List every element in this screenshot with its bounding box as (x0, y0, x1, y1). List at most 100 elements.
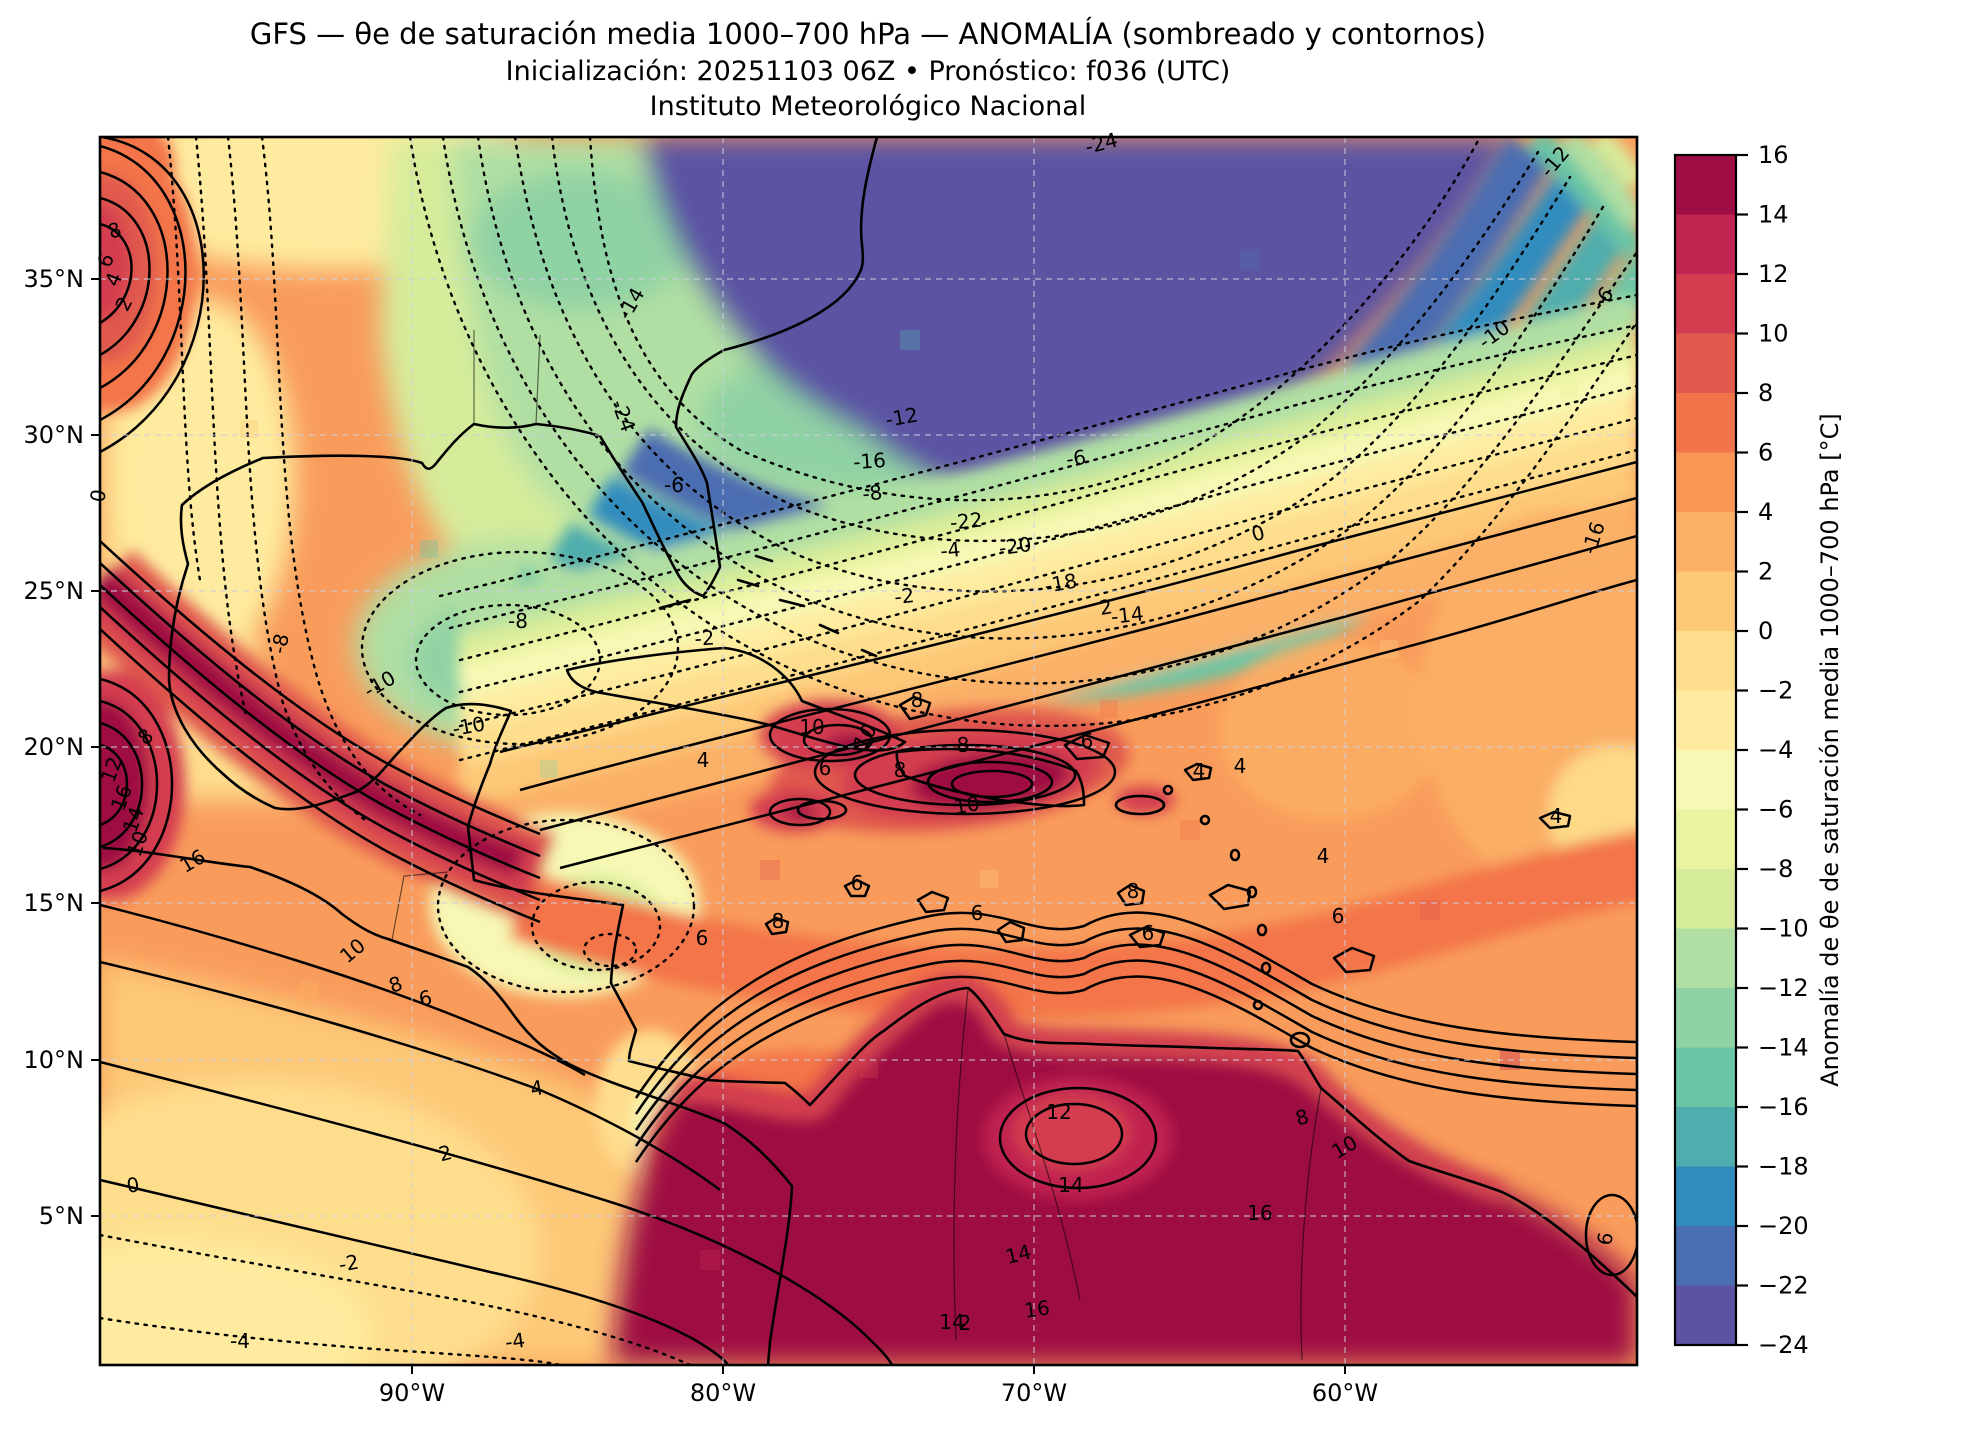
colorbar-tick-label: −4 (1758, 736, 1793, 764)
colorbar-tick-label: −20 (1758, 1212, 1809, 1240)
colorbar-segment (1675, 1166, 1736, 1226)
colorbar-segment (1675, 1107, 1736, 1167)
contour-label: -8 (861, 480, 883, 506)
colorbar-segment (1675, 1226, 1736, 1286)
contour-label: 8 (772, 909, 785, 933)
colorbar-segment (1675, 452, 1736, 512)
x-tick-label: 70°W (1001, 1379, 1067, 1407)
contour-label: 0 (85, 487, 111, 504)
coastlines (102, 137, 1637, 1365)
x-tick-label: 60°W (1312, 1379, 1378, 1407)
colorbar-segment (1675, 809, 1736, 869)
contour-label: -16 (852, 448, 886, 474)
y-tick-label: 20°N (24, 733, 85, 761)
colorbar-tick-label: 10 (1758, 320, 1789, 348)
colorbar-segment (1675, 333, 1736, 393)
colorbar-tick-label: −16 (1758, 1093, 1809, 1121)
colorbar-segment (1675, 1285, 1736, 1345)
colorbar-segment (1675, 690, 1736, 750)
colorbar-segment (1675, 512, 1736, 572)
contour-label: 6 (1332, 904, 1345, 928)
contour-label: 8 (957, 733, 970, 757)
y-tick-label: 5°N (39, 1202, 84, 1230)
colorbar-segment (1675, 869, 1736, 929)
pixel-noise (240, 250, 1578, 1270)
colorbar-segment (1675, 274, 1736, 334)
contour-label: 4 (1317, 844, 1330, 868)
contour-label: 4 (697, 748, 710, 772)
colorbar-tick-label: −10 (1758, 915, 1809, 943)
contour-label: -6 (1064, 445, 1087, 472)
contour-label: 6 (416, 985, 434, 1011)
contour-label: -8 (266, 631, 294, 656)
contour-label: 0 (1249, 520, 1268, 547)
x-tick-label: 90°W (379, 1379, 445, 1407)
title-institution: Instituto Meteorológico Nacional (650, 91, 1087, 122)
contour-label: 6 (1592, 1230, 1618, 1247)
colorbar-tick-label: 12 (1758, 260, 1789, 288)
graticule (100, 137, 1637, 1365)
contour-label: 4 (528, 1075, 545, 1101)
contour-label: -6 (664, 473, 684, 497)
contour-label: 16 (1247, 1201, 1272, 1225)
y-tick-label: 35°N (24, 265, 85, 293)
colorbar-segment (1675, 571, 1736, 631)
contour-label: 14 (1003, 1239, 1034, 1268)
colorbar-segment (1675, 750, 1736, 810)
y-axis: 35°N 30°N 25°N 20°N 15°N 10°N 5°N (24, 265, 100, 1230)
contour-label: 14 (939, 1310, 964, 1334)
contour-label: 4 (1234, 754, 1247, 778)
contour-label: -12 (884, 402, 920, 431)
contour-lines (100, 137, 1637, 1365)
colorbar-tick-label: 6 (1758, 439, 1773, 467)
contour-label: 8 (1293, 1104, 1312, 1131)
contour-label: -18 (1043, 568, 1079, 597)
contour-label: 6 (819, 756, 832, 780)
colorbar-tick-label: −8 (1758, 855, 1793, 883)
contour-label: 2 (959, 1311, 972, 1335)
colorbar-segment (1675, 988, 1736, 1048)
colorbar-tick-label: −12 (1758, 974, 1809, 1002)
y-tick-label: 10°N (24, 1046, 85, 1074)
colorbar-segment (1675, 631, 1736, 691)
colorbar-tick-label: −18 (1758, 1153, 1809, 1181)
contour-label: -4 (503, 1328, 526, 1355)
contour-label: 6 (851, 871, 864, 895)
contour-label: 16 (1023, 1295, 1052, 1322)
colorbar-tick-label: 0 (1758, 617, 1773, 645)
contour-label: -4 (230, 1329, 250, 1353)
contour-label: 0 (125, 1172, 141, 1198)
contour-label: 8 (911, 688, 924, 712)
contour-label: 6 (1142, 921, 1155, 945)
y-tick-label: 30°N (24, 421, 85, 449)
contour-label: 10 (952, 791, 981, 819)
colorbar-label: Anomalía de θe de saturación media 1000–… (1816, 413, 1844, 1087)
colorbar-segment (1675, 214, 1736, 274)
colorbar-tick-label: 2 (1758, 558, 1773, 586)
colorbar-tick-label: 16 (1758, 141, 1789, 169)
colorbar-segment (1675, 155, 1736, 215)
contour-label: -2 (694, 625, 716, 650)
plot-frame (98, 135, 1639, 1367)
contour-label: 6 (696, 926, 709, 950)
colorbar-tick-label: −6 (1758, 796, 1793, 824)
title-init: Inicialización: 20251103 06Z • Pronóstic… (506, 56, 1231, 87)
colorbar-tick-label: −22 (1758, 1272, 1809, 1300)
colorbar-tick-label: −14 (1758, 1034, 1809, 1062)
contour-label: 2 (436, 1140, 454, 1166)
colorbar-segment (1675, 928, 1736, 988)
contour-label: -20 (997, 532, 1033, 560)
colorbar-tick-label: 14 (1758, 201, 1789, 229)
colorbar-tick-label: −2 (1758, 677, 1793, 705)
contour-label: -10 (451, 711, 487, 740)
contour-label: 4 (1193, 759, 1206, 783)
colorbar-tick-label: 4 (1758, 498, 1773, 526)
colorbar: 16 14 12 10 8 6 4 2 0 −2 −4 −6 −8 −10 −12 −14 −16 −18 −20 −… (1673, 141, 1809, 1359)
contour-label: -8 (508, 609, 528, 633)
contour-label: -2 (893, 583, 915, 609)
colorbar-tick-label: −24 (1758, 1331, 1809, 1359)
contour-label: 14 (1058, 1173, 1083, 1197)
y-tick-label: 15°N (24, 889, 85, 917)
title-main: GFS — θe de saturación media 1000–700 hP… (250, 17, 1486, 51)
